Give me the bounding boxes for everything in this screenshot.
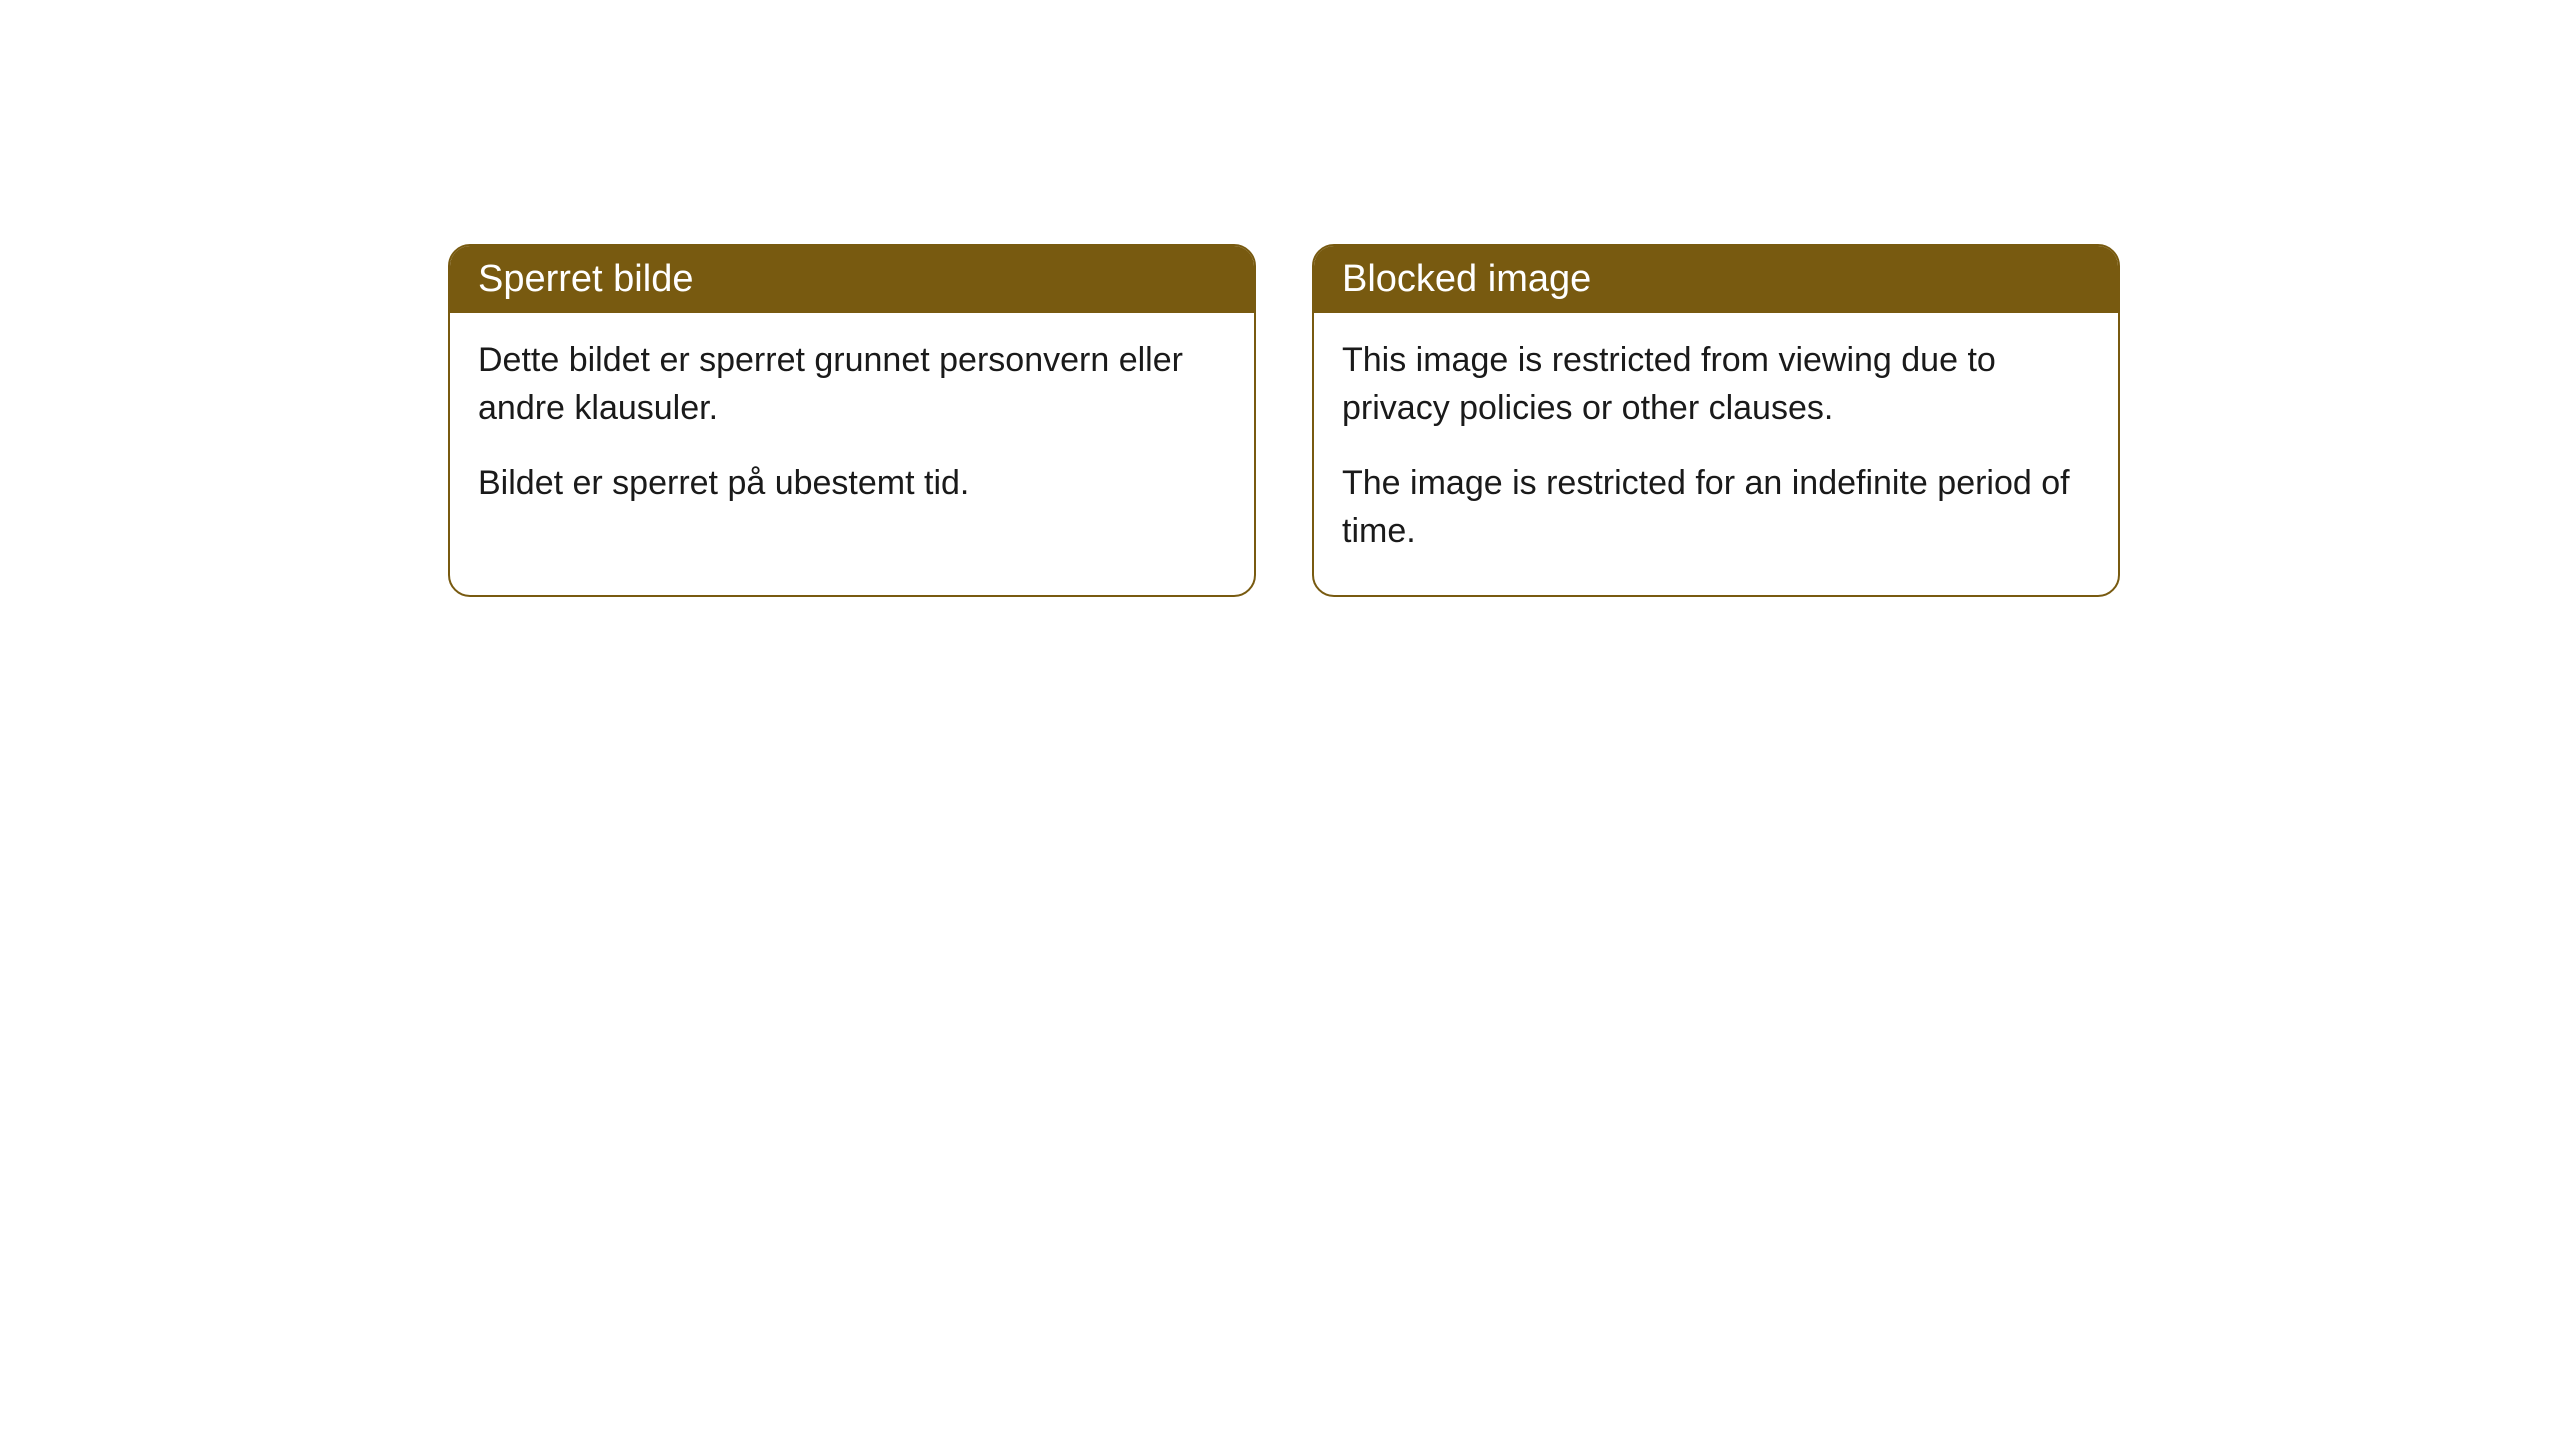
card-title: Blocked image (1342, 258, 1591, 300)
card-header-norwegian: Sperret bilde (450, 246, 1254, 313)
cards-container: Sperret bilde Dette bildet er sperret gr… (448, 244, 2120, 597)
card-title: Sperret bilde (478, 258, 693, 300)
card-paragraph: Bildet er sperret på ubestemt tid. (478, 460, 1226, 508)
card-body-english: This image is restricted from viewing du… (1314, 313, 2118, 595)
card-header-english: Blocked image (1314, 246, 2118, 313)
card-paragraph: This image is restricted from viewing du… (1342, 337, 2090, 432)
card-body-norwegian: Dette bildet er sperret grunnet personve… (450, 313, 1254, 548)
blocked-image-card-english: Blocked image This image is restricted f… (1312, 244, 2120, 597)
blocked-image-card-norwegian: Sperret bilde Dette bildet er sperret gr… (448, 244, 1256, 597)
card-paragraph: Dette bildet er sperret grunnet personve… (478, 337, 1226, 432)
card-paragraph: The image is restricted for an indefinit… (1342, 460, 2090, 555)
